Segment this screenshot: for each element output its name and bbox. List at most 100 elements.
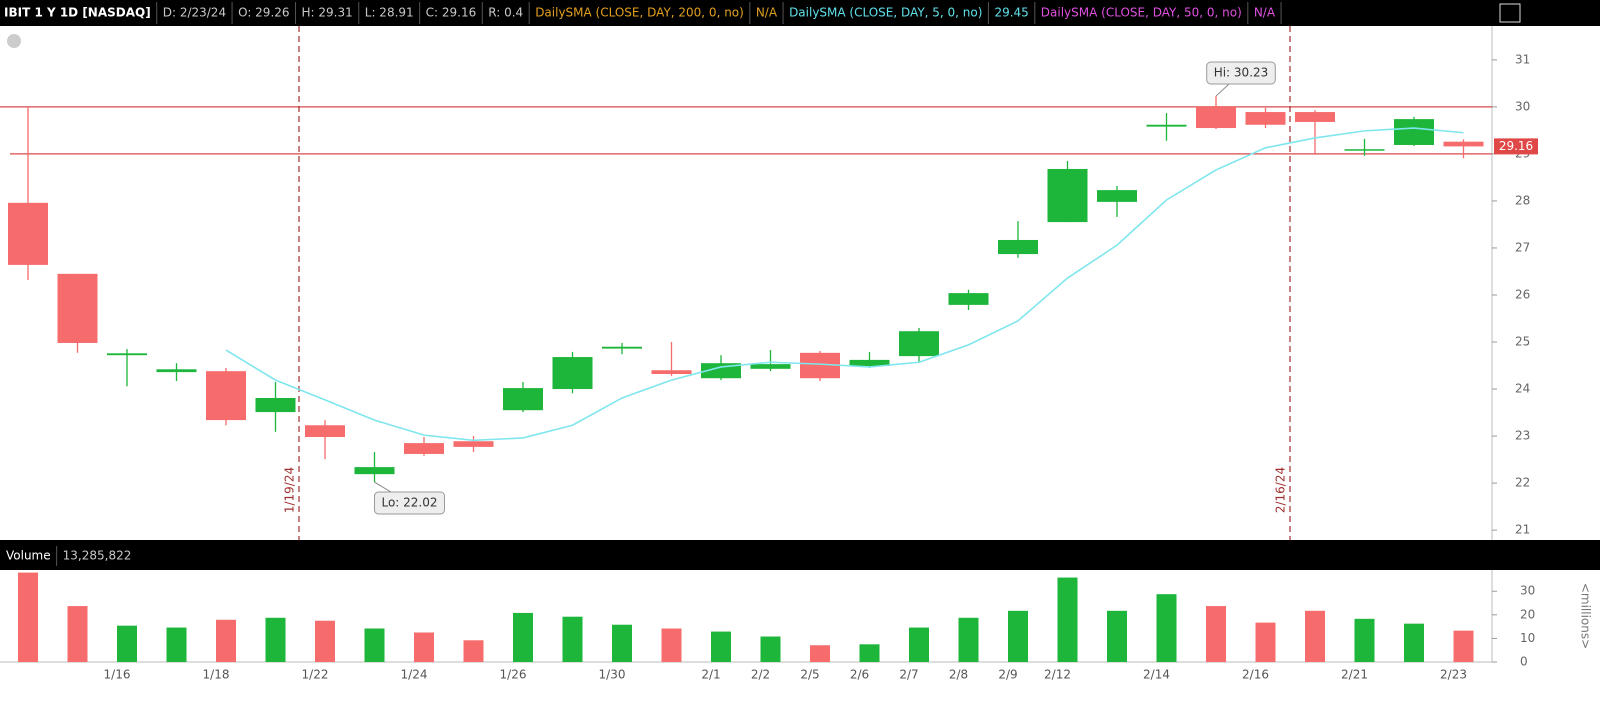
candle-body <box>1047 168 1088 223</box>
x-tick-label: 2/14 <box>1143 668 1170 682</box>
y-tick-label: 30 <box>1515 99 1530 113</box>
bubble <box>1206 61 1276 85</box>
x-tick-label: 1/22 <box>302 668 329 682</box>
y-tick-label: 31 <box>1515 52 1530 66</box>
x-tick-label: 1/16 <box>104 668 131 682</box>
y-tick-label: 25 <box>1515 335 1530 349</box>
candle-body <box>354 467 395 475</box>
info-icon[interactable] <box>7 34 21 48</box>
header-text: 29.45 <box>994 6 1028 20</box>
header-text: N/A <box>1254 6 1276 20</box>
sma-line <box>225 127 1464 442</box>
bubble-label: Hi: 30.23 <box>1214 66 1269 80</box>
x-tick-label: 2/8 <box>949 668 968 682</box>
y-tick-label: 24 <box>1515 382 1530 396</box>
volume-value: 13,285,822 <box>63 549 132 563</box>
candle-body <box>156 369 197 373</box>
settings-icon[interactable] <box>1499 3 1521 23</box>
event-marker-label: 1/19/24 <box>283 467 297 513</box>
volume-bar <box>1008 610 1028 662</box>
volume-bar <box>1453 630 1474 662</box>
header-text: R: 0.4 <box>488 6 523 20</box>
volume-bar <box>18 572 38 662</box>
y-tick-label: 27 <box>1515 240 1530 254</box>
price-panel <box>0 26 1600 540</box>
volume-bar <box>1206 606 1226 662</box>
x-tick-label: 2/1 <box>701 668 720 682</box>
header-text: N/A <box>756 6 778 20</box>
header-text: C: 29.16 <box>426 6 477 20</box>
y-tick-label: 26 <box>1515 287 1530 301</box>
candle-body <box>602 346 642 349</box>
header-text: DailySMA (CLOSE, DAY, 5, 0, no) <box>789 6 982 20</box>
y-tick-label: 23 <box>1515 429 1530 443</box>
candle-body <box>57 273 98 343</box>
volume-bar <box>612 624 632 662</box>
candle-body <box>1097 190 1137 202</box>
x-tick-label: 2/9 <box>998 668 1017 682</box>
last-price-label: 29.16 <box>1499 139 1533 153</box>
volume-tick-label: 30 <box>1520 584 1535 598</box>
x-tick-label: 1/30 <box>599 668 626 682</box>
candle-body <box>552 357 593 390</box>
bubble-label: Lo: 22.02 <box>381 496 437 510</box>
header-text: D: 2/23/24 <box>163 6 226 20</box>
candle-body <box>849 359 890 367</box>
volume-unit: <millions> <box>1579 583 1593 649</box>
x-tick-label: 2/16 <box>1242 668 1269 682</box>
volume-bar <box>661 628 682 662</box>
volume-bar <box>1156 594 1177 662</box>
header-text: DailySMA (CLOSE, DAY, 200, 0, no) <box>535 6 744 20</box>
x-tick-label: 2/12 <box>1044 668 1071 682</box>
candle-body <box>1146 124 1187 127</box>
y-tick-label: 21 <box>1515 523 1530 537</box>
candle-body <box>998 239 1038 255</box>
volume-bar <box>265 617 286 662</box>
y-tick-label: 28 <box>1515 193 1530 207</box>
volume-bar <box>958 617 979 662</box>
candle-body <box>206 371 246 421</box>
volume-bar <box>463 640 484 662</box>
volume-bar <box>67 606 88 662</box>
volume-bar <box>364 628 385 662</box>
volume-bar <box>909 627 929 662</box>
candle-body <box>1295 112 1335 122</box>
candle-body <box>1443 141 1484 147</box>
header-text: L: 28.91 <box>365 6 414 20</box>
volume-tick-label: 20 <box>1520 607 1535 621</box>
header-text: IBIT 1 Y 1D [NASDAQ] <box>4 6 151 20</box>
x-tick-label: 2/23 <box>1440 668 1467 682</box>
volume-bar <box>810 645 830 662</box>
volume-bar <box>414 632 434 662</box>
x-tick-label: 1/24 <box>401 668 428 682</box>
volume-bar <box>1305 610 1325 662</box>
candle-body <box>948 293 989 305</box>
candle-body <box>651 370 692 374</box>
header-text: H: 29.31 <box>302 6 353 20</box>
x-tick-label: 1/26 <box>500 668 527 682</box>
candle-body <box>503 388 543 411</box>
volume-bar <box>315 620 335 662</box>
x-tick-label: 2/2 <box>751 668 770 682</box>
volume-tick-label: 0 <box>1520 655 1528 669</box>
candle-body <box>8 202 48 265</box>
candle-body <box>1196 106 1236 129</box>
volume-bar <box>1255 622 1276 662</box>
volume-bar <box>1404 623 1424 662</box>
candle-body <box>701 363 741 379</box>
candle-body <box>453 441 494 447</box>
volume-title: Volume <box>6 549 51 563</box>
volume-tick-label: 10 <box>1520 631 1535 645</box>
volume-bar <box>1354 618 1375 662</box>
candle-body <box>305 425 345 438</box>
candle-body <box>255 397 296 413</box>
volume-bar <box>760 636 781 662</box>
x-tick-label: 2/5 <box>800 668 819 682</box>
bubble <box>373 491 446 515</box>
candle-body <box>107 353 147 356</box>
candle-body <box>1245 112 1286 125</box>
volume-bar <box>166 627 187 662</box>
candle-body <box>404 443 444 454</box>
volume-bar <box>859 644 880 662</box>
